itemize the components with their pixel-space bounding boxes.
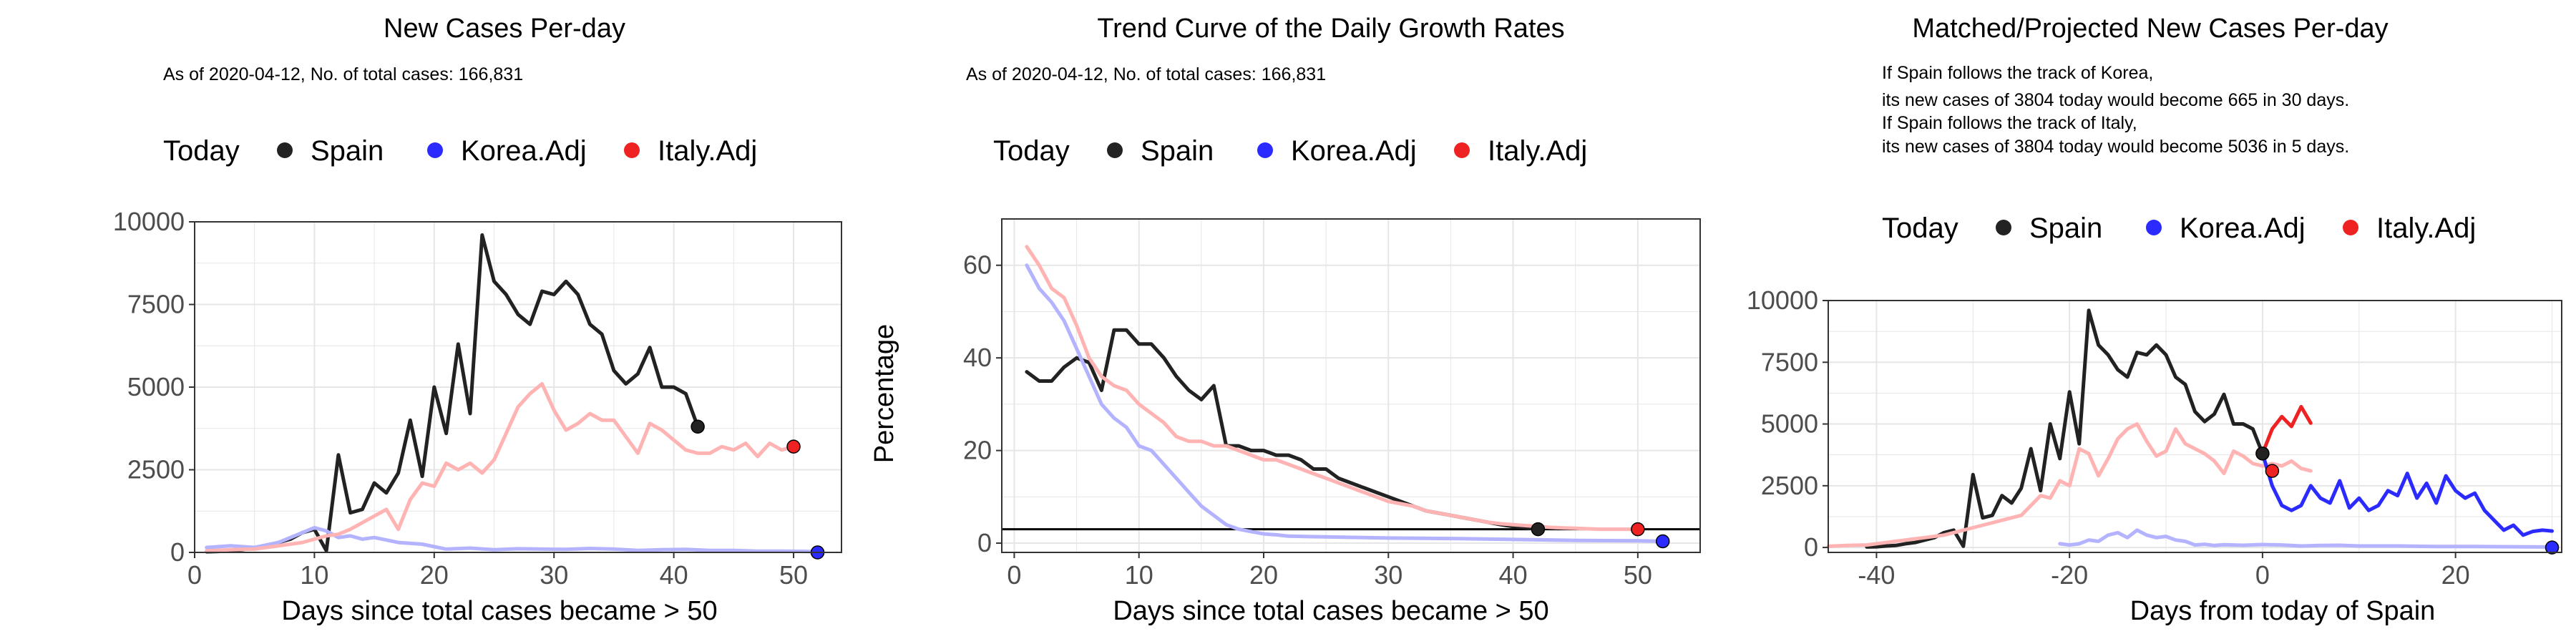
y-tick-label: 40 (963, 343, 992, 372)
y-tick-label: 60 (963, 250, 992, 280)
plot-border (1828, 300, 2562, 553)
x-tick-label: 50 (779, 560, 808, 590)
y-tick-label: 5000 (1761, 409, 1818, 439)
x-tick-label: 30 (1374, 560, 1402, 590)
series-line-korea-adj (1025, 263, 1665, 543)
today-point-italy-adj (786, 439, 801, 454)
legend-marker-italy-adj (624, 142, 640, 158)
legend-marker-spain (1107, 142, 1123, 158)
panel-2-ylabel: Percentage (869, 324, 899, 463)
legend-label: Italy.Adj (658, 135, 757, 167)
panel-1-title: New Cases Per-day (384, 14, 625, 44)
x-tick-label: 20 (2441, 560, 2470, 590)
panel-3: Matched/Projected New Cases Per-day If S… (1882, 14, 2435, 626)
legend-marker-spain (277, 142, 293, 158)
x-tick-label: 30 (540, 560, 568, 590)
legend-title: Today (163, 135, 240, 167)
x-tick-label: 20 (420, 560, 449, 590)
today-point-korea-adj (1655, 534, 1670, 549)
x-tick-label: 10 (1125, 560, 1153, 590)
legend-label: Spain (2029, 213, 2102, 244)
panel-3-legend: Today Spain Korea.Adj Italy.Adj (1882, 213, 2476, 244)
panel-2-title: Trend Curve of the Daily Growth Rates (1097, 14, 1564, 44)
x-tick-label: -40 (1858, 560, 1895, 590)
legend-title: Today (1882, 213, 1958, 244)
panel-1-legend: Today Spain Korea.Adj Italy.Adj (163, 135, 757, 167)
x-tick-label: 20 (1249, 560, 1278, 590)
panel-2-plot: 0 10 20 30 40 50 0 20 40 60 (963, 218, 1701, 590)
panel-2: Trend Curve of the Daily Growth Rates As… (869, 14, 1565, 626)
x-tick-label: 0 (187, 560, 202, 590)
panel-3-xlabel: Days from today of Spain (2130, 596, 2436, 626)
legend-marker-spain (1996, 220, 2011, 235)
panel-1: New Cases Per-day As of 2020-04-12, No. … (163, 14, 718, 626)
legend-marker-korea-adj (1257, 142, 1273, 158)
legend-marker-italy-adj (2343, 220, 2358, 235)
grid (1828, 300, 2562, 552)
series-line-italy-adj (205, 381, 796, 553)
y-tick-label: 0 (170, 537, 185, 567)
today-point-italy-adj (2265, 464, 2280, 478)
x-tick-label: -20 (2051, 560, 2088, 590)
legend-label: Korea.Adj (1291, 135, 1417, 167)
y-tick-label: 7500 (1761, 347, 1818, 376)
series-line-italy-adj (1025, 245, 1640, 532)
plot-border (1001, 218, 1701, 553)
y-tick-label: 2500 (1761, 471, 1818, 500)
today-point-korea-adj (2545, 540, 2560, 555)
y-tick-label: 7500 (127, 290, 185, 319)
series-line-spain (1865, 308, 2265, 549)
y-tick-label: 10000 (113, 207, 185, 236)
x-tick-label: 50 (1624, 560, 1652, 590)
y-tick-label: 0 (977, 528, 992, 557)
x-tick-label: 10 (300, 560, 328, 590)
legend-marker-korea-adj (427, 142, 443, 158)
panel-2-subtitle: As of 2020-04-12, No. of total cases: 16… (966, 64, 1326, 84)
legend-label: Korea.Adj (461, 135, 587, 167)
y-tick-label: 0 (1804, 532, 1818, 562)
legend-label: Italy.Adj (2376, 213, 2476, 244)
legend-label: Italy.Adj (1488, 135, 1587, 167)
panel-3-subtitle-line-3: If Spain follows the track of Italy, (1882, 113, 2137, 133)
series-line-korea-adj-projected- (2260, 452, 2554, 537)
grid (1002, 218, 1701, 552)
panel-3-subtitle-line-2: its new cases of 3804 today would become… (1882, 90, 2349, 110)
series-line-italy-adj-projected- (2260, 404, 2313, 456)
y-tick-label: 20 (963, 436, 992, 465)
x-tick-label: 40 (1499, 560, 1528, 590)
panel-1-subtitle: As of 2020-04-12, No. of total cases: 16… (163, 64, 523, 84)
today-point-spain (1531, 522, 1546, 537)
legend-label: Spain (311, 135, 384, 167)
x-tick-label: 40 (660, 560, 688, 590)
series-line-korea-adj-history- (2058, 528, 2554, 549)
legend-marker-italy-adj (1454, 142, 1470, 158)
legend-marker-korea-adj (2146, 220, 2162, 235)
panel-3-subtitle-line-4: its new cases of 3804 today would become… (1882, 137, 2349, 157)
series-line-italy-adj-history- (1826, 422, 2313, 548)
panel-2-legend: Today Spain Korea.Adj Italy.Adj (993, 135, 1587, 167)
panel-3-plot: -40 -20 0 20 0 2500 5000 7500 10000 (1747, 286, 2562, 590)
today-point-spain (2255, 447, 2270, 461)
series-line-spain (1025, 328, 1540, 532)
today-point-italy-adj (1631, 522, 1645, 537)
series-line-spain (205, 233, 700, 554)
panel-3-subtitle-line-1: If Spain follows the track of Korea, (1882, 63, 2153, 83)
y-tick-label: 5000 (127, 372, 185, 401)
panel-1-plot: 0 10 20 30 40 50 0 2500 5000 7500 10000 (113, 207, 842, 590)
series-line-korea-adj (205, 525, 819, 554)
grid (194, 221, 841, 553)
legend-label: Korea.Adj (2180, 213, 2306, 244)
panel-1-xlabel: Days since total cases became > 50 (281, 596, 717, 626)
y-tick-label: 10000 (1747, 286, 1818, 315)
x-tick-label: 0 (2255, 560, 2270, 590)
panel-3-title: Matched/Projected New Cases Per-day (1912, 14, 2388, 44)
legend-title: Today (993, 135, 1070, 167)
legend-label: Spain (1141, 135, 1214, 167)
y-tick-label: 2500 (127, 455, 185, 484)
x-tick-label: 0 (1007, 560, 1021, 590)
panel-2-xlabel: Days since total cases became > 50 (1113, 596, 1548, 626)
today-point-spain (691, 419, 705, 434)
